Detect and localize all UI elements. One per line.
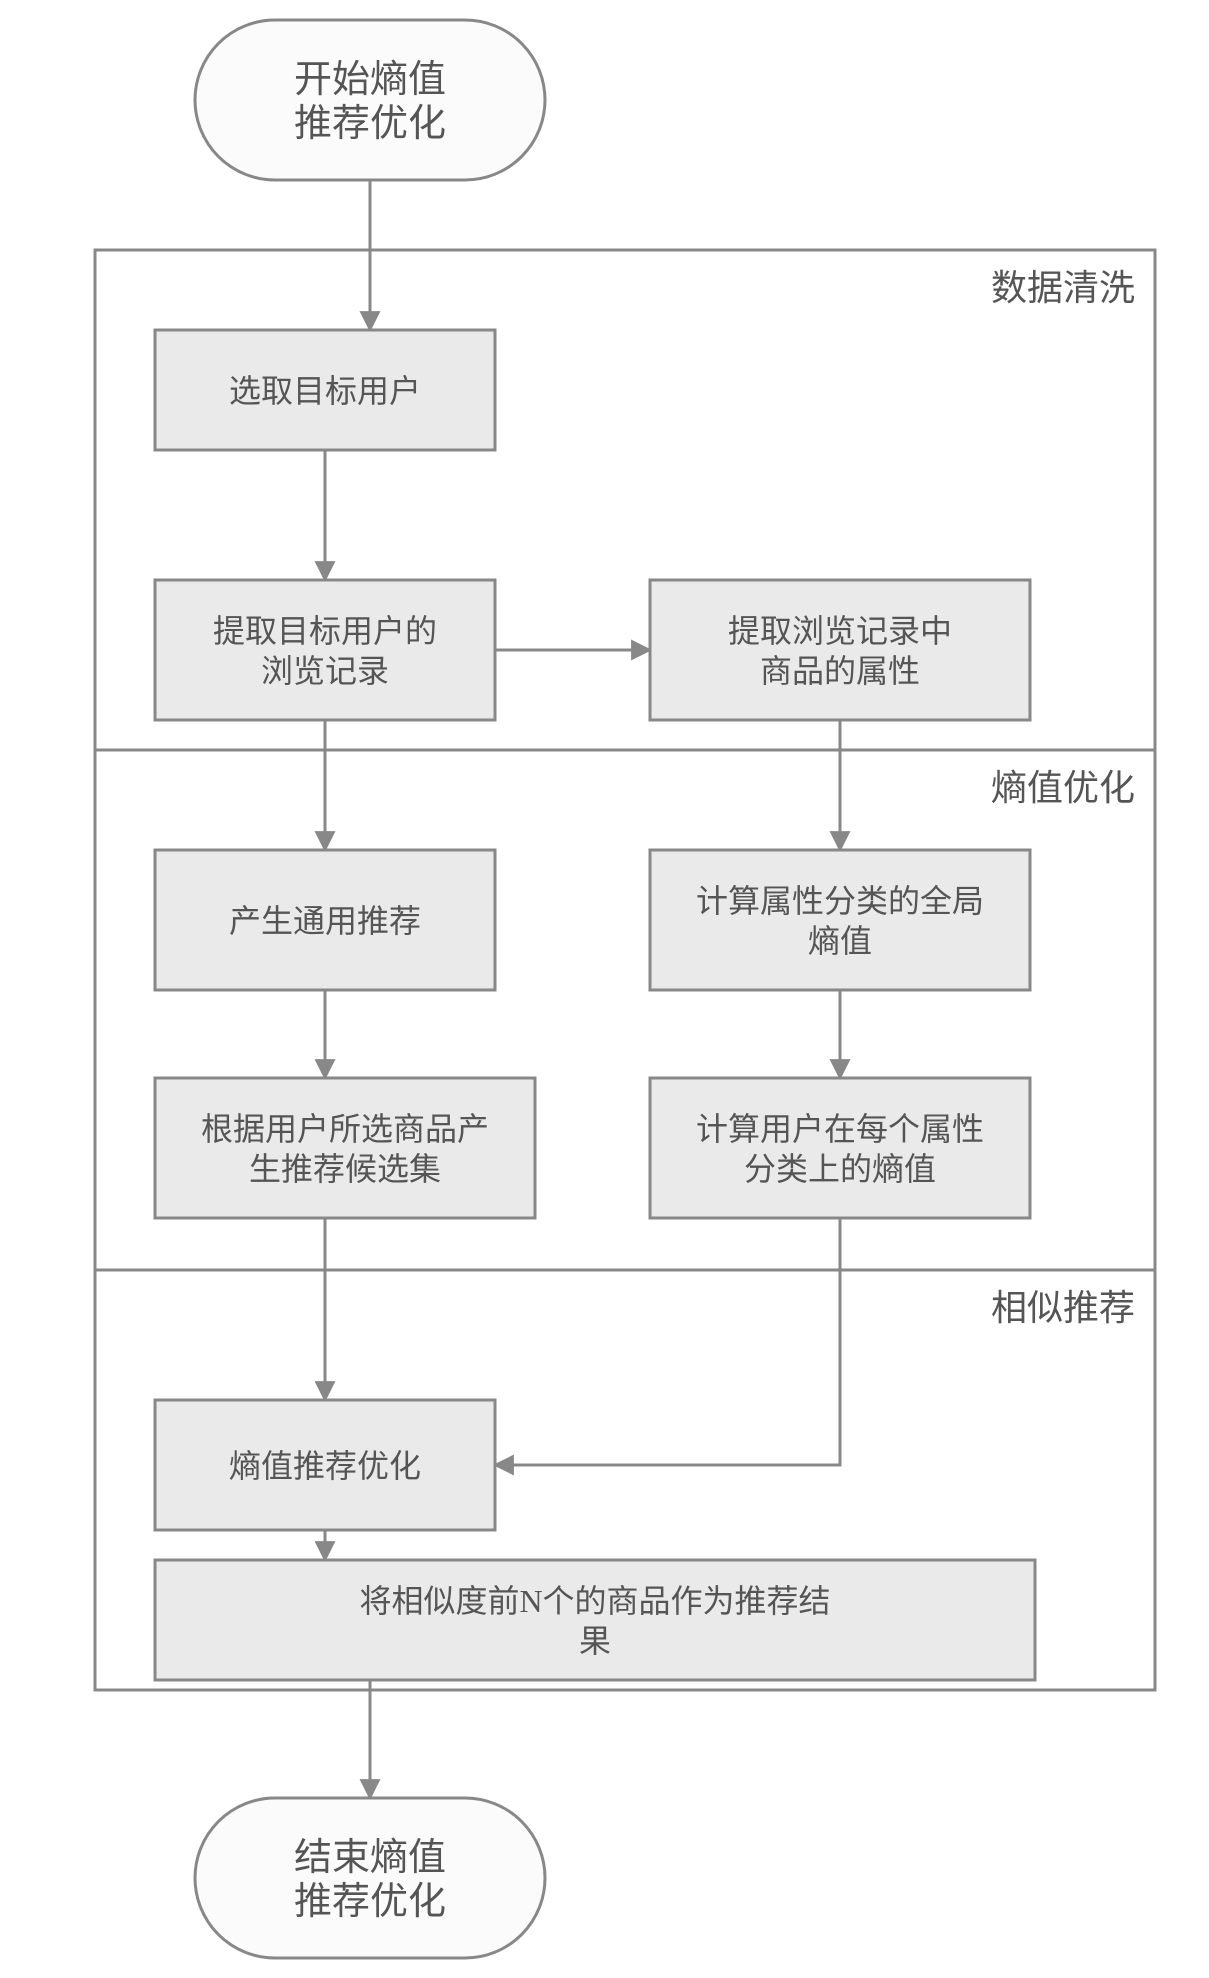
box-b9	[155, 1560, 1035, 1680]
box-text-b5-0: 计算属性分类的全局	[696, 883, 984, 919]
box-text-b9-1: 果	[579, 1623, 611, 1659]
connector-8	[495, 1218, 840, 1465]
box-text-b2-0: 提取目标用户的	[213, 613, 437, 649]
box-text-b7-1: 分类上的熵值	[744, 1151, 936, 1187]
flowchart-diagram: 数据清洗熵值优化相似推荐 选取目标用户提取目标用户的浏览记录 提取浏览记录中商品的属…	[0, 0, 1209, 1978]
box-text-b2-1: 浏览记录	[261, 653, 389, 689]
box-text-b6-0: 根据用户所选商品产	[201, 1111, 489, 1147]
terminal-text-start-1: 开始熵值	[294, 59, 446, 101]
box-b5	[650, 850, 1030, 990]
terminal-text-start-2: 推荐优化	[294, 103, 446, 145]
section-label-s3: 相似推荐	[991, 1288, 1135, 1328]
box-text-b9-0: 将相似度前N个的商品作为推荐结	[359, 1583, 830, 1619]
section-label-s1: 数据清洗	[991, 268, 1135, 308]
box-text-b3-0: 提取浏览记录中	[728, 613, 952, 649]
box-text-b1-0: 选取目标用户	[229, 373, 421, 409]
box-b3	[650, 580, 1030, 720]
box-text-b5-1: 熵值	[808, 923, 872, 959]
box-text-b3-1: 商品的属性	[760, 653, 920, 689]
box-text-b8-0: 熵值推荐优化	[229, 1448, 421, 1484]
box-b2	[155, 580, 495, 720]
box-text-b7-0: 计算用户在每个属性	[696, 1111, 984, 1147]
terminal-text-end-2: 推荐优化	[294, 1881, 446, 1923]
box-text-b4-0: 产生通用推荐	[229, 903, 421, 939]
terminal-text-end-1: 结束熵值	[294, 1837, 446, 1879]
box-b6	[155, 1078, 535, 1218]
box-b7	[650, 1078, 1030, 1218]
box-text-b6-1: 生推荐候选集	[249, 1151, 441, 1187]
section-label-s2: 熵值优化	[991, 768, 1135, 808]
